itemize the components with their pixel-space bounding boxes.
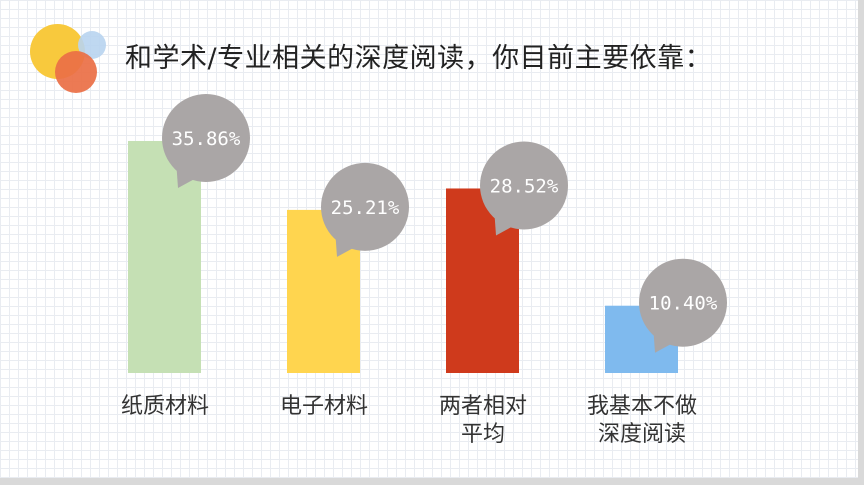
value-bubble-none: 10.40% bbox=[639, 258, 727, 353]
bubble-circle bbox=[321, 162, 409, 251]
category-label-paper: 纸质材料 bbox=[120, 394, 209, 419]
orange-circle bbox=[55, 51, 97, 93]
value-bubble-paper: 35.86% bbox=[162, 93, 250, 188]
chart-title: 和学术/专业相关的深度阅读，你目前主要依靠： bbox=[125, 43, 713, 74]
category-label-none: 我基本不做 深度阅读 bbox=[586, 394, 697, 447]
value-label-paper: 35.86% bbox=[172, 128, 241, 150]
value-label-none: 10.40% bbox=[649, 293, 718, 315]
value-bubble-electronic: 25.21% bbox=[321, 162, 409, 257]
right-edge-strip bbox=[858, 0, 864, 485]
bubble-circle bbox=[162, 93, 250, 182]
value-label-both: 28.52% bbox=[490, 175, 559, 197]
bottom-edge-strip bbox=[0, 478, 864, 485]
bubble-circle bbox=[480, 141, 568, 230]
value-bubble-both: 28.52% bbox=[480, 141, 568, 236]
value-label-electronic: 25.21% bbox=[331, 197, 400, 219]
category-label-both: 两者相对 平均 bbox=[438, 394, 527, 447]
bubble-circle bbox=[639, 258, 727, 347]
category-label-electronic: 电子材料 bbox=[279, 394, 368, 419]
decorative-circles-logo bbox=[30, 24, 110, 96]
